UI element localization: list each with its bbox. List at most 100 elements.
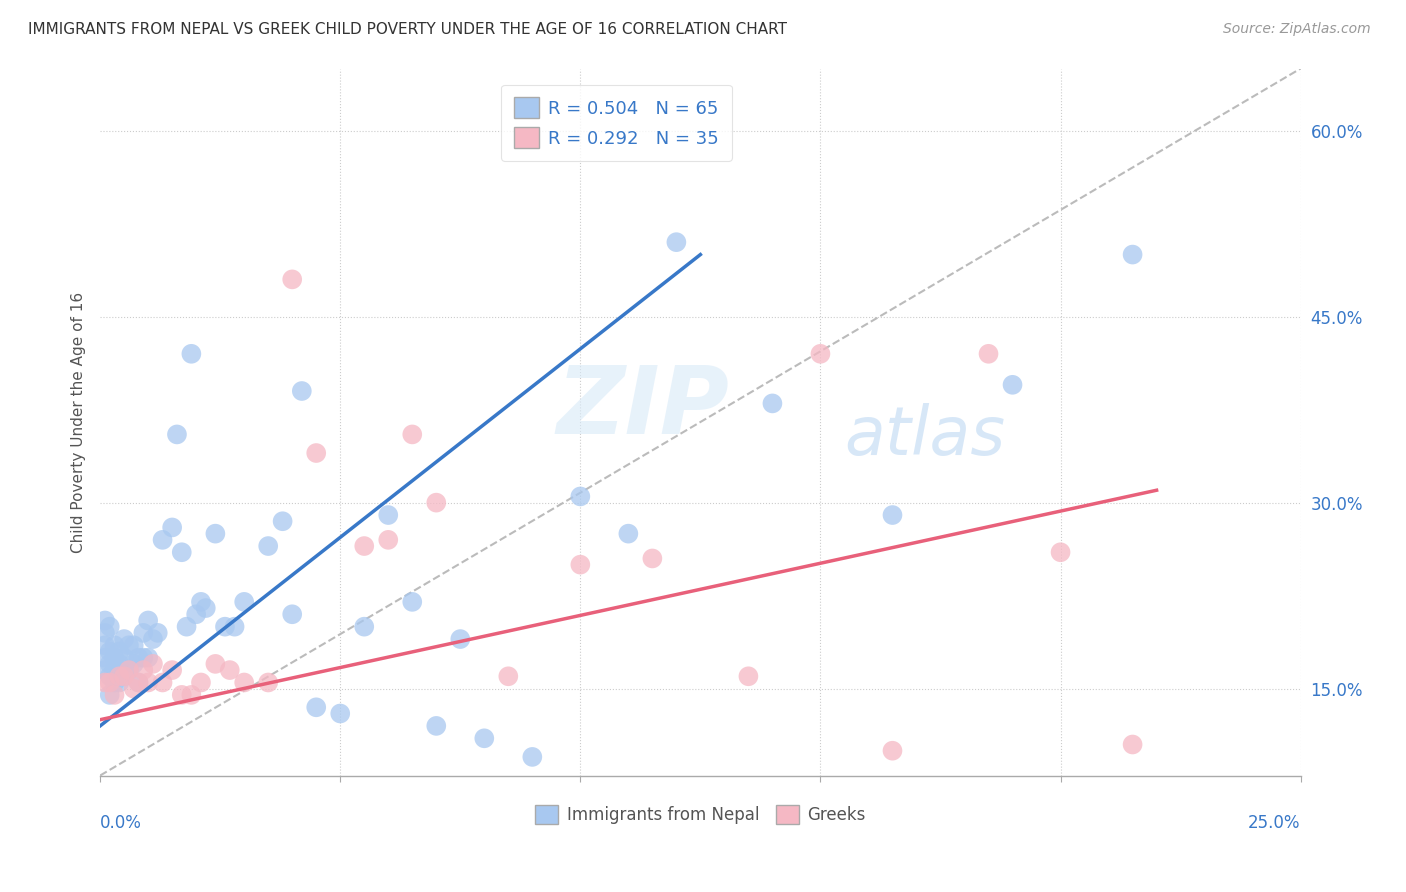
Point <box>160 520 183 534</box>
Point <box>401 595 423 609</box>
Point <box>118 638 141 652</box>
Point <box>136 650 159 665</box>
Point <box>218 663 240 677</box>
Point <box>103 675 125 690</box>
Point <box>1122 247 1144 261</box>
Y-axis label: Child Poverty Under the Age of 16: Child Poverty Under the Age of 16 <box>72 292 86 552</box>
Point <box>291 384 314 398</box>
Point <box>170 545 193 559</box>
Point <box>214 620 236 634</box>
Point <box>98 688 121 702</box>
Point <box>425 495 447 509</box>
Point <box>94 663 117 677</box>
Point <box>94 675 117 690</box>
Point <box>132 625 155 640</box>
Point <box>180 688 202 702</box>
Point <box>1049 545 1071 559</box>
Point <box>94 625 117 640</box>
Point <box>103 688 125 702</box>
Point <box>108 669 131 683</box>
Point <box>882 508 904 522</box>
Text: IMMIGRANTS FROM NEPAL VS GREEK CHILD POVERTY UNDER THE AGE OF 16 CORRELATION CHA: IMMIGRANTS FROM NEPAL VS GREEK CHILD POV… <box>28 22 787 37</box>
Point <box>353 620 375 634</box>
Point <box>128 675 150 690</box>
Point <box>377 508 399 522</box>
Text: ZIP: ZIP <box>557 362 730 454</box>
Point <box>98 620 121 634</box>
Text: atlas: atlas <box>845 403 1005 469</box>
Point <box>224 620 246 634</box>
Point <box>103 638 125 652</box>
Point <box>472 731 495 746</box>
Point <box>128 650 150 665</box>
Point <box>281 272 304 286</box>
Point <box>152 675 174 690</box>
Point <box>190 675 212 690</box>
Point <box>257 675 280 690</box>
Point <box>1001 377 1024 392</box>
Point <box>665 235 688 249</box>
Point <box>401 427 423 442</box>
Point <box>377 533 399 547</box>
Point <box>257 539 280 553</box>
Point <box>94 650 117 665</box>
Point <box>132 663 155 677</box>
Point <box>108 644 131 658</box>
Point <box>112 669 135 683</box>
Point <box>122 681 145 696</box>
Legend: Immigrants from Nepal, Greeks: Immigrants from Nepal, Greeks <box>529 798 873 830</box>
Point <box>160 663 183 677</box>
Point <box>810 347 832 361</box>
Point <box>108 675 131 690</box>
Point <box>166 427 188 442</box>
Point <box>112 632 135 646</box>
Point <box>98 657 121 671</box>
Point <box>122 638 145 652</box>
Point <box>882 744 904 758</box>
Point <box>98 675 121 690</box>
Point <box>498 669 520 683</box>
Point <box>233 675 256 690</box>
Point <box>194 601 217 615</box>
Point <box>146 625 169 640</box>
Point <box>118 663 141 677</box>
Point <box>98 669 121 683</box>
Point <box>977 347 1000 361</box>
Point <box>1122 738 1144 752</box>
Point <box>112 650 135 665</box>
Point <box>271 514 294 528</box>
Point <box>522 750 544 764</box>
Point <box>737 669 759 683</box>
Point <box>353 539 375 553</box>
Point <box>233 595 256 609</box>
Point <box>170 688 193 702</box>
Point <box>122 657 145 671</box>
Point <box>176 620 198 634</box>
Point <box>94 638 117 652</box>
Point <box>281 607 304 622</box>
Text: 0.0%: 0.0% <box>100 814 142 832</box>
Point <box>204 526 226 541</box>
Text: 25.0%: 25.0% <box>1249 814 1301 832</box>
Point <box>108 657 131 671</box>
Point <box>103 650 125 665</box>
Point <box>204 657 226 671</box>
Point <box>641 551 664 566</box>
Point <box>118 663 141 677</box>
Point <box>569 558 592 572</box>
Point <box>132 650 155 665</box>
Point <box>449 632 471 646</box>
Point <box>761 396 783 410</box>
Point <box>180 347 202 361</box>
Point <box>142 657 165 671</box>
Point <box>329 706 352 721</box>
Point <box>305 446 328 460</box>
Point <box>98 644 121 658</box>
Point <box>425 719 447 733</box>
Point <box>136 675 159 690</box>
Point <box>103 663 125 677</box>
Point <box>305 700 328 714</box>
Text: Source: ZipAtlas.com: Source: ZipAtlas.com <box>1223 22 1371 37</box>
Point <box>190 595 212 609</box>
Point <box>94 614 117 628</box>
